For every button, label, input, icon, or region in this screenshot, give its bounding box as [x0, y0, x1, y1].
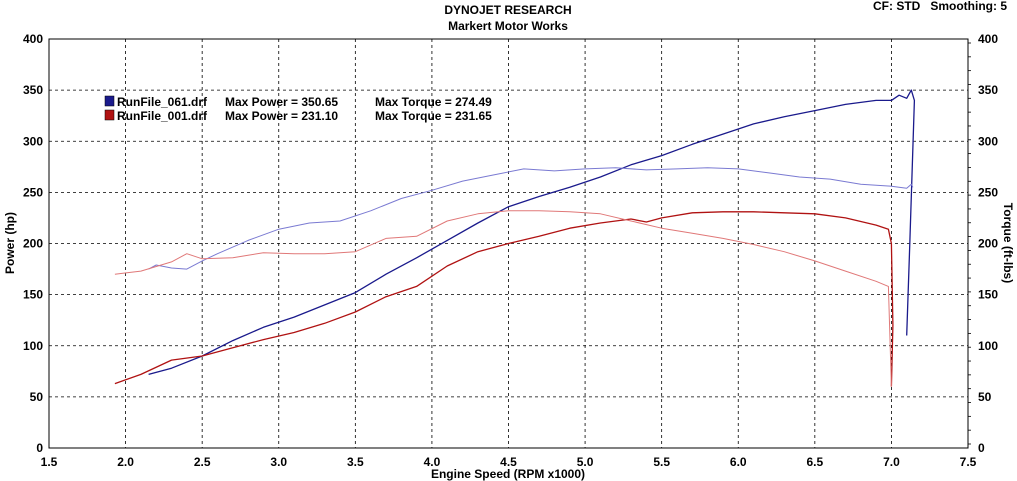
x-tick-label: 4.0 — [424, 455, 441, 469]
tick-labels: 1.5 2.0 2.5 3.0 3.5 4.0 4.5 5.0 5.5 6.0 6.5 7.0 7.50… — [23, 32, 998, 469]
y-tick-label-left: 0 — [36, 441, 43, 455]
y-axis-label-left: Power (hp) — [3, 212, 17, 274]
x-tick-label: 4.5 — [500, 455, 517, 469]
y-tick-label-right: 200 — [978, 237, 998, 251]
legend-torque-001: Max Torque = 231.65 — [375, 109, 492, 123]
y-axis-label-right: Torque (ft-lbs) — [1001, 203, 1015, 283]
legend-swatch-run-001 — [104, 109, 115, 121]
y-tick-label-left: 50 — [30, 390, 44, 404]
legend: RunFile_061.drf Max Power = 350.65 Max T… — [104, 95, 492, 123]
x-tick-label: 2.5 — [194, 455, 211, 469]
chart-subtitle: Markert Motor Works — [448, 19, 568, 33]
y-tick-label-right: 400 — [978, 32, 998, 46]
legend-power-061: Max Power = 350.65 — [225, 95, 338, 109]
series-lines — [114, 89, 916, 387]
y-tick-label-right: 350 — [978, 83, 998, 97]
y-tick-label-right: 150 — [978, 288, 998, 302]
x-tick-label: 5.0 — [577, 455, 594, 469]
x-tick-label: 7.5 — [960, 455, 977, 469]
series-line-4 — [114, 210, 892, 387]
series-line-3 — [114, 211, 894, 387]
legend-power-001: Max Power = 231.10 — [225, 109, 338, 123]
chart-title: DYNOJET RESEARCH — [444, 3, 571, 17]
x-tick-label: 3.0 — [270, 455, 287, 469]
y-tick-label-right: 0 — [978, 441, 985, 455]
x-axis-label: Engine Speed (RPM x1000) — [431, 467, 585, 481]
y-tick-label-left: 350 — [23, 83, 43, 97]
series-line-1 — [148, 89, 916, 376]
y-tick-label-left: 150 — [23, 288, 43, 302]
x-tick-label: 6.5 — [806, 455, 823, 469]
y-tick-label-right: 50 — [978, 390, 992, 404]
y-tick-label-left: 300 — [23, 134, 43, 148]
legend-run-061: RunFile_061.drf — [117, 95, 208, 109]
x-tick-label: 5.5 — [653, 455, 670, 469]
plot-frame — [48, 38, 969, 449]
y-tick-label-right: 100 — [978, 339, 998, 353]
legend-swatch-run-061 — [104, 95, 115, 107]
legend-run-001: RunFile_001.drf — [117, 109, 208, 123]
settings-readout: CF: STD Smoothing: 5 — [873, 0, 1007, 13]
y-tick-label-left: 400 — [23, 32, 43, 46]
x-tick-label: 7.0 — [883, 455, 900, 469]
x-tick-label: 6.0 — [730, 455, 747, 469]
x-tick-label: 3.5 — [347, 455, 364, 469]
x-tick-label: 1.5 — [41, 455, 58, 469]
grid — [49, 39, 968, 448]
x-tick-label: 2.0 — [117, 455, 134, 469]
series-line-2 — [148, 167, 914, 270]
legend-torque-061: Max Torque = 274.49 — [375, 95, 492, 109]
y-tick-label-left: 200 — [23, 237, 43, 251]
y-tick-label-left: 250 — [23, 185, 43, 199]
y-tick-label-right: 300 — [978, 134, 998, 148]
y-tick-label-right: 250 — [978, 185, 998, 199]
y-tick-label-left: 100 — [23, 339, 43, 353]
